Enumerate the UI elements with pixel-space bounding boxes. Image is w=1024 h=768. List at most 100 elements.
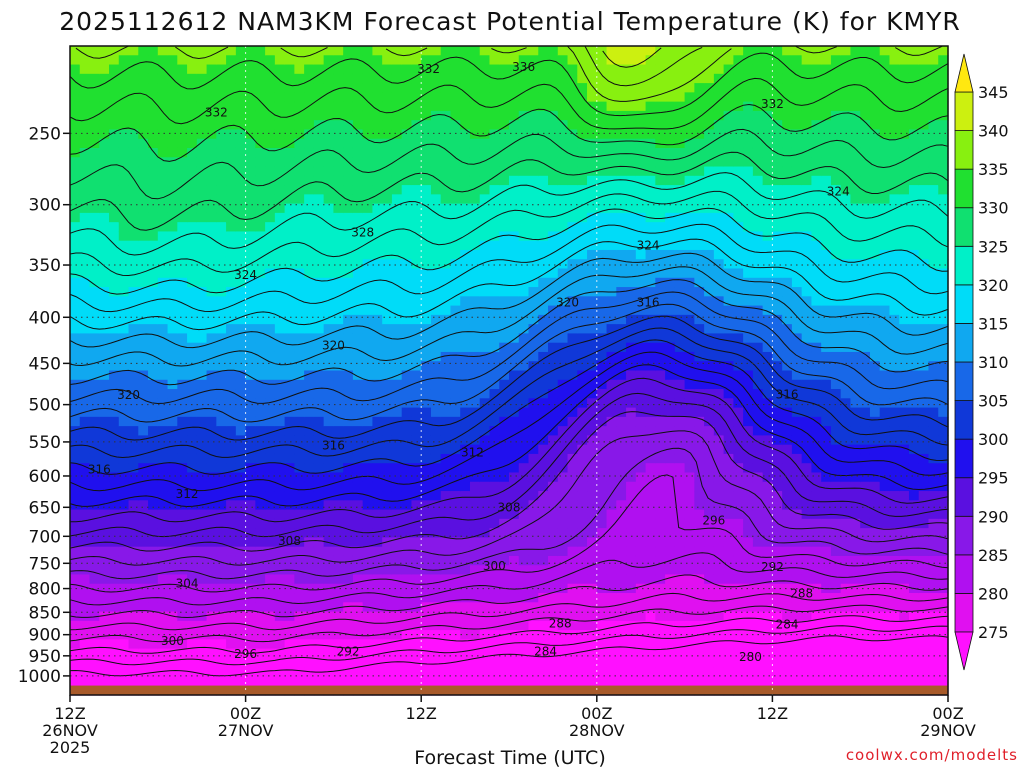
shade-cell: [352, 333, 364, 344]
shade-cell: [645, 593, 656, 603]
shade-cell: [294, 657, 305, 668]
shade-cell: [274, 481, 286, 492]
shade-cell: [177, 583, 188, 594]
shade-cell: [274, 463, 286, 474]
shade-cell: [743, 287, 754, 297]
shade-cell: [304, 463, 315, 474]
shade-cell: [138, 73, 149, 84]
shade-cell: [665, 426, 676, 436]
shade-cell: [284, 453, 295, 464]
shade-cell: [489, 389, 500, 399]
shade-cell: [567, 64, 578, 75]
shade-cell: [79, 537, 91, 548]
shade-cell: [265, 138, 276, 149]
shade-cell: [587, 620, 598, 631]
shade-cell: [421, 231, 432, 242]
shade-cell: [284, 500, 295, 511]
shade-cell: [206, 296, 217, 307]
shade-cell: [226, 537, 237, 548]
shade-cell: [167, 175, 178, 186]
shade-cell: [440, 565, 452, 576]
shade-cell: [109, 453, 120, 464]
shade-cell: [499, 203, 510, 214]
shade-cell: [177, 55, 188, 66]
shade-cell: [626, 481, 637, 492]
shade-cell: [138, 676, 149, 687]
shade-cell: [79, 639, 91, 650]
shade-cell: [79, 296, 91, 307]
shade-cell: [752, 676, 764, 687]
shade-cell: [294, 518, 305, 529]
shade-cell: [460, 574, 471, 585]
shade-cell: [743, 249, 754, 260]
shade-cell: [723, 194, 734, 205]
shade-cell: [333, 120, 344, 131]
shade-cell: [372, 667, 383, 678]
shade-cell: [440, 194, 452, 205]
shade-cell: [304, 528, 315, 538]
shade-cell: [206, 453, 217, 464]
shade-cell: [274, 203, 286, 214]
shade-cell: [89, 157, 100, 168]
shade-cell: [743, 305, 754, 316]
shade-cell: [655, 194, 666, 205]
shade-cell: [401, 370, 413, 381]
shade-cell: [157, 676, 169, 687]
shade-cell: [79, 268, 91, 279]
shade-cell: [70, 333, 81, 344]
shade-cell: [235, 351, 247, 362]
shade-cell: [294, 175, 305, 186]
shade-cell: [548, 203, 559, 214]
shade-cell: [430, 73, 442, 84]
shade-cell: [138, 240, 149, 251]
shade-cell: [655, 389, 666, 399]
shade-cell: [665, 453, 676, 464]
shade-cell: [70, 537, 81, 548]
shade-cell: [196, 249, 208, 260]
shade-cell: [411, 481, 422, 492]
shade-cell: [606, 120, 617, 131]
shade-cell: [606, 555, 617, 566]
shade-cell: [89, 537, 100, 548]
shade-cell: [177, 639, 188, 650]
shade-cell: [713, 453, 725, 464]
shade-cell: [274, 491, 286, 501]
shade-cell: [343, 648, 354, 659]
shade-cell: [99, 342, 110, 353]
shade-cell: [333, 398, 344, 409]
shade-cell: [743, 342, 754, 353]
shade-cell: [148, 472, 159, 483]
shade-cell: [665, 120, 676, 131]
shade-cell: [684, 630, 695, 640]
shade-cell: [528, 398, 539, 409]
shade-cell: [109, 648, 120, 659]
shade-cell: [596, 92, 608, 103]
shade-cell: [362, 333, 374, 344]
shade-cell: [548, 46, 559, 56]
shade-cell: [538, 342, 549, 353]
shade-cell: [655, 630, 666, 640]
shade-cell: [567, 55, 578, 66]
shade-cell: [674, 277, 686, 288]
shade-cell: [635, 212, 647, 223]
shade-cell: [216, 129, 227, 140]
shade-cell: [343, 463, 354, 474]
shade-cell: [694, 676, 705, 687]
shade-cell: [587, 593, 598, 603]
shade-cell: [440, 324, 452, 335]
shade-cell: [411, 324, 422, 335]
shade-cell: [704, 574, 715, 585]
shade-cell: [157, 565, 169, 576]
shade-cell: [343, 287, 354, 297]
shade-cell: [587, 667, 598, 678]
shade-cell: [538, 500, 549, 511]
shade-cell: [352, 120, 364, 131]
shade-cell: [89, 370, 100, 381]
shade-cell: [99, 46, 110, 56]
shade-cell: [489, 166, 500, 177]
shade-cell: [694, 277, 705, 288]
shade-cell: [196, 463, 208, 474]
shade-cell: [684, 370, 695, 381]
shade-cell: [548, 240, 559, 251]
shade-cell: [430, 175, 442, 186]
